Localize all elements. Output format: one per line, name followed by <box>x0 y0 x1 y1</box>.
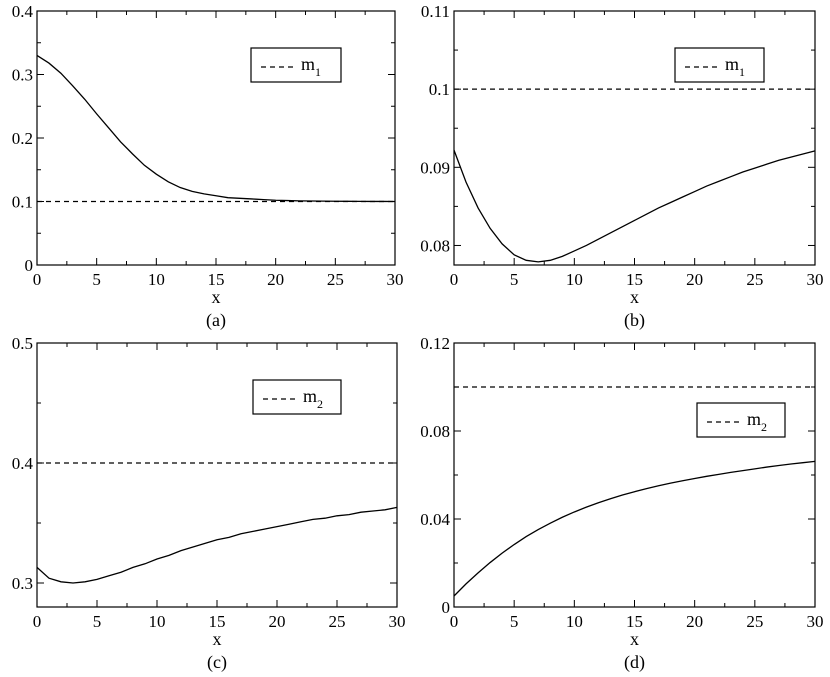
x-tick-label: 20 <box>267 270 284 289</box>
x-tick-label: 15 <box>626 270 643 289</box>
y-tick-label: 0.12 <box>420 334 450 353</box>
x-tick-label: 15 <box>209 612 226 631</box>
x-tick-label: 10 <box>149 612 166 631</box>
x-tick-label: 15 <box>208 270 225 289</box>
x-tick-label: 30 <box>387 270 404 289</box>
y-tick-label: 0.04 <box>420 510 450 529</box>
y-tick-label: 0.4 <box>12 454 34 473</box>
chart-panel-3: 0 5 10 15 20 25 30 0.3 0.4 0.5 x (c) m2 <box>12 334 406 673</box>
x-tick-label: 20 <box>686 612 703 631</box>
x-tick-label: 10 <box>148 270 165 289</box>
x-tick-label: 20 <box>686 270 703 289</box>
x-axis-label: x <box>630 629 639 649</box>
legend-label-subscript: 2 <box>317 397 323 411</box>
y-tick-label: 0.3 <box>12 66 33 85</box>
x-tick-label: 20 <box>269 612 286 631</box>
x-tick-label: 30 <box>807 270 824 289</box>
x-tick-label: 25 <box>746 270 763 289</box>
y-tick-label: 0.09 <box>420 158 450 177</box>
y-tick-label: 0.3 <box>12 574 33 593</box>
legend-box <box>674 47 765 83</box>
x-tick-label: 25 <box>746 612 763 631</box>
plot-frame <box>36 342 398 608</box>
legend-label-main: m <box>303 386 317 406</box>
chart-panel-2: 0 5 10 15 20 25 30 0.08 0.09 0.1 0.11 x (b) m1 <box>420 2 823 331</box>
legend-label: m2 <box>303 386 323 411</box>
x-tick-label: 30 <box>807 612 824 631</box>
legend-box <box>250 47 342 83</box>
legend-label: m2 <box>747 409 767 434</box>
legend-label-subscript: 1 <box>315 65 321 79</box>
x-tick-label: 25 <box>327 270 344 289</box>
x-tick-label: 10 <box>566 270 583 289</box>
panel-label: (d) <box>624 652 645 673</box>
x-tick-label: 0 <box>33 270 42 289</box>
chart-panel-4: 0 5 10 15 20 25 30 0 0.04 0.08 0.12 x (d) m2 <box>420 334 823 673</box>
y-tick-label: 0.1 <box>429 80 450 99</box>
legend-label-main: m <box>725 54 739 74</box>
legend-label-main: m <box>301 54 315 74</box>
x-tick-label: 5 <box>92 270 101 289</box>
y-tick-label: 0.08 <box>420 422 450 441</box>
panel-label: (a) <box>206 310 226 331</box>
series-line-solid <box>36 506 398 584</box>
panel-label: (c) <box>207 652 227 673</box>
x-axis-label: x <box>213 629 222 649</box>
x-tick-label: 5 <box>510 270 519 289</box>
y-tick-label: 0.1 <box>12 193 33 212</box>
series-line-solid <box>453 460 816 597</box>
y-tick-label: 0.08 <box>420 236 450 255</box>
x-tick-label: 5 <box>510 612 519 631</box>
y-tick-label: 0.4 <box>12 2 34 21</box>
legend: m1 <box>250 47 342 83</box>
x-tick-label: 0 <box>450 270 459 289</box>
x-tick-label: 30 <box>389 612 406 631</box>
panel-label: (b) <box>624 310 645 331</box>
x-axis-label: x <box>212 287 221 307</box>
legend-label: m1 <box>301 54 321 79</box>
legend: m1 <box>674 47 765 83</box>
x-tick-label: 0 <box>33 612 42 631</box>
x-tick-label: 25 <box>329 612 346 631</box>
y-tick-label: 0 <box>442 598 451 617</box>
legend: m2 <box>696 402 786 438</box>
x-tick-label: 0 <box>450 612 459 631</box>
legend-box <box>696 402 786 438</box>
y-tick-label: 0.5 <box>12 334 33 353</box>
x-tick-label: 5 <box>93 612 102 631</box>
plot-frame <box>453 342 816 608</box>
chart-panel-1: 0 5 10 15 20 25 30 0 0.1 0.2 0.3 0.4 x (a) m1 <box>12 2 404 331</box>
legend-label-subscript: 2 <box>761 420 767 434</box>
legend-box <box>252 379 342 415</box>
legend-label-main: m <box>747 409 761 429</box>
x-tick-label: 15 <box>626 612 643 631</box>
y-tick-label: 0.2 <box>12 129 33 148</box>
legend-label: m1 <box>725 54 745 79</box>
y-tick-label: 0 <box>25 256 34 275</box>
y-tick-label: 0.11 <box>421 2 450 21</box>
series-line-solid <box>453 149 816 263</box>
x-axis-label: x <box>630 287 639 307</box>
x-tick-label: 10 <box>566 612 583 631</box>
legend: m2 <box>252 379 342 415</box>
legend-label-subscript: 1 <box>739 65 745 79</box>
